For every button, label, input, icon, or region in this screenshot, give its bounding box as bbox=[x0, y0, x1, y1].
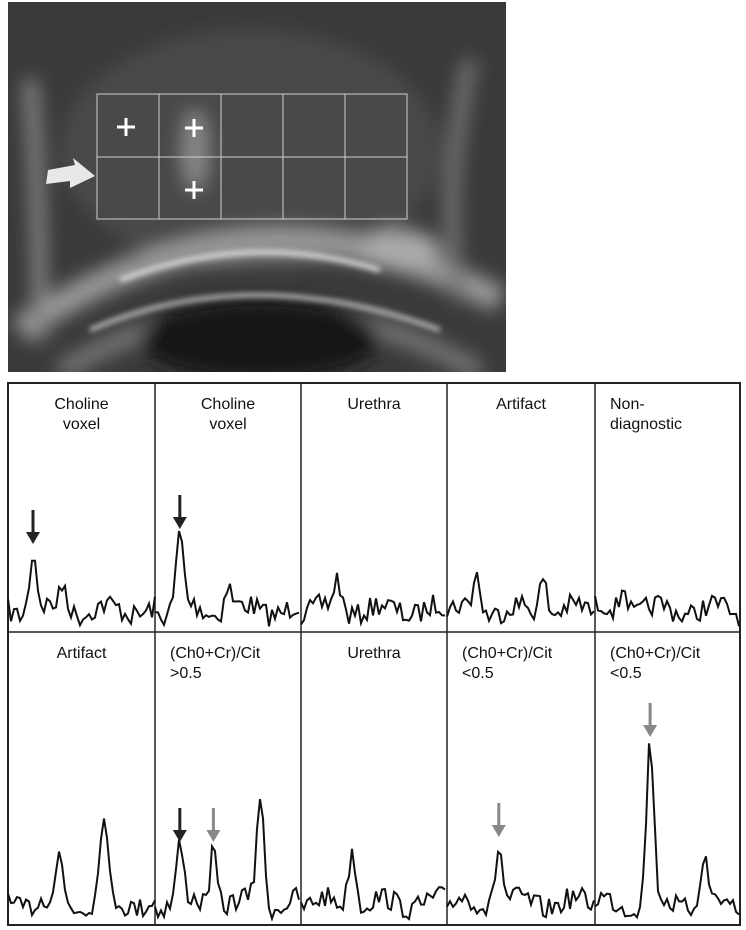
peak-arrow-head bbox=[643, 725, 657, 737]
panel-label: Choline bbox=[54, 396, 108, 413]
panel-label: Urethra bbox=[347, 645, 400, 662]
spectrum bbox=[155, 799, 299, 918]
panel-label: <0.5 bbox=[462, 665, 494, 682]
panel-label: (Ch0+Cr)/Cit bbox=[170, 645, 261, 662]
panel-label: (Ch0+Cr)/Cit bbox=[610, 645, 701, 662]
spectrum bbox=[301, 573, 445, 625]
panel-label: diagnostic bbox=[610, 416, 682, 433]
figure: Choline voxel Choline voxel Urethra Artifact N… bbox=[0, 0, 746, 930]
peak-arrow-head bbox=[26, 532, 40, 544]
spectrum bbox=[447, 852, 594, 917]
peak-arrow-head bbox=[173, 830, 187, 842]
panel-label: Artifact bbox=[496, 396, 546, 413]
panel-label: voxel bbox=[63, 416, 100, 433]
mri-image bbox=[8, 2, 506, 380]
peak-arrow-head bbox=[206, 830, 220, 842]
spectrum bbox=[595, 743, 739, 917]
panel-label: voxel bbox=[209, 416, 246, 433]
panel-label: Urethra bbox=[347, 396, 400, 413]
peak-arrow-head bbox=[492, 825, 506, 837]
spectrum bbox=[8, 561, 155, 626]
panel-label: <0.5 bbox=[610, 665, 642, 682]
spectrum bbox=[8, 819, 155, 917]
panel-label: Non- bbox=[610, 396, 645, 413]
spectrum bbox=[155, 531, 299, 626]
peak-arrow-head bbox=[173, 517, 187, 529]
panel-label: Artifact bbox=[57, 645, 107, 662]
panel-label: Choline bbox=[201, 396, 255, 413]
panel-label: >0.5 bbox=[170, 665, 202, 682]
panel-label: (Ch0+Cr)/Cit bbox=[462, 645, 553, 662]
spectrum bbox=[301, 849, 445, 919]
spectrum bbox=[447, 572, 594, 623]
spectrum bbox=[595, 591, 739, 627]
